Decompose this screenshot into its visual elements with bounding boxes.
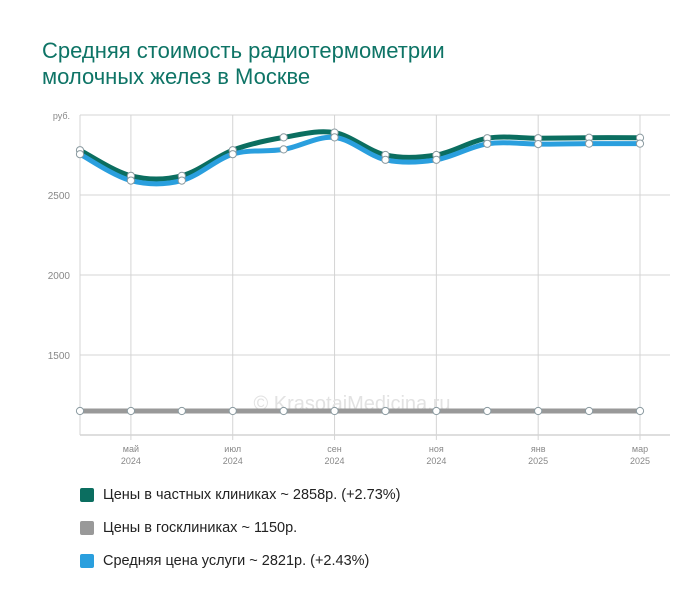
x-tick-label-month: сен: [327, 444, 342, 454]
point-public: [381, 406, 390, 416]
legend-label-private: Цены в частных клиниках ~ 2858р. (+2.73%…: [103, 487, 401, 503]
x-tick-label-year: 2024: [426, 456, 446, 466]
point-public: [635, 406, 645, 416]
legend-item-public[interactable]: Цены в госклиниках ~ 1150р.: [80, 517, 401, 539]
x-tick-label-year: 2024: [223, 456, 243, 466]
legend: Цены в частных клиниках ~ 2858р. (+2.73%…: [80, 484, 401, 583]
point-average: [75, 150, 85, 159]
series-lines: [77, 129, 643, 414]
line-chart: руб. 1500 2000 2500 май 2024 июл 2024 сен 2024 но…: [48, 111, 670, 466]
legend-swatch-public: [80, 521, 94, 535]
x-tick-label-month: ноя: [429, 444, 444, 454]
legend-item-average[interactable]: Средняя цена услуги ~ 2821р. (+2.43%): [80, 550, 401, 572]
point-average: [534, 140, 543, 149]
x-tick-label-year: 2024: [121, 456, 141, 466]
point-average: [177, 176, 186, 185]
point-public: [279, 406, 288, 416]
legend-swatch-average: [80, 554, 94, 568]
point-average: [584, 139, 594, 148]
legend-label-average: Средняя цена услуги ~ 2821р. (+2.43%): [103, 553, 370, 569]
y-axis-unit: руб.: [53, 111, 70, 121]
x-tick-label-month: янв: [531, 444, 546, 454]
x-tick-label-year: 2025: [528, 456, 548, 466]
x-axis: май 2024 июл 2024 сен 2024 ноя 2024 янв 2025 мар 20…: [121, 444, 650, 466]
point-private: [279, 133, 288, 142]
x-tick-label-month: май: [123, 444, 139, 454]
series-points: [75, 128, 645, 416]
legend-label-public: Цены в госклиниках ~ 1150р.: [103, 520, 298, 536]
point-average: [279, 145, 288, 154]
point-public: [228, 406, 237, 416]
point-average: [635, 139, 645, 148]
point-public: [177, 406, 186, 416]
point-average: [126, 176, 136, 185]
chart-title: Средняя стоимость радиотермометрии молоч…: [42, 38, 662, 90]
point-public: [483, 406, 492, 416]
series-line-average: [77, 134, 643, 187]
point-public: [126, 406, 136, 416]
point-public: [534, 406, 543, 416]
point-average: [330, 133, 339, 142]
legend-item-private[interactable]: Цены в частных клиниках ~ 2858р. (+2.73%…: [80, 484, 401, 506]
point-average: [381, 155, 390, 164]
chart-title-line-1: Средняя стоимость радиотермометрии: [42, 38, 445, 63]
point-average: [432, 155, 441, 164]
point-average: [228, 150, 237, 159]
x-tick-label-month: мар: [632, 444, 648, 454]
y-tick-label: 2000: [48, 271, 71, 282]
point-average: [483, 139, 492, 148]
x-tick-label-month: июл: [224, 444, 241, 454]
chart-title-line-2: молочных желез в Москве: [42, 64, 311, 89]
series-line-private: [77, 129, 643, 182]
x-tick-label-year: 2025: [630, 456, 650, 466]
point-public: [432, 406, 441, 416]
x-tick-label-year: 2024: [325, 456, 345, 466]
y-tick-label: 2500: [48, 191, 71, 202]
y-tick-label: 1500: [48, 351, 71, 362]
y-axis: руб. 1500 2000 2500: [48, 111, 71, 362]
grid: [79, 114, 670, 440]
legend-swatch-private: [80, 488, 94, 502]
point-public: [330, 406, 339, 416]
point-public: [75, 406, 85, 416]
point-public: [584, 406, 594, 416]
